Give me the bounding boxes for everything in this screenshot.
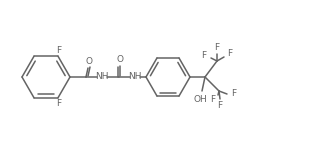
Text: F: F [202, 51, 207, 60]
Text: O: O [85, 57, 93, 65]
Text: OH: OH [193, 95, 207, 103]
Text: F: F [210, 95, 216, 105]
Text: F: F [231, 89, 237, 98]
Text: F: F [56, 46, 62, 55]
Text: F: F [56, 99, 62, 108]
Text: F: F [218, 100, 223, 109]
Text: O: O [116, 56, 124, 65]
Text: NH: NH [95, 72, 109, 81]
Text: F: F [228, 49, 233, 59]
Text: NH: NH [128, 72, 142, 81]
Text: F: F [214, 43, 219, 52]
